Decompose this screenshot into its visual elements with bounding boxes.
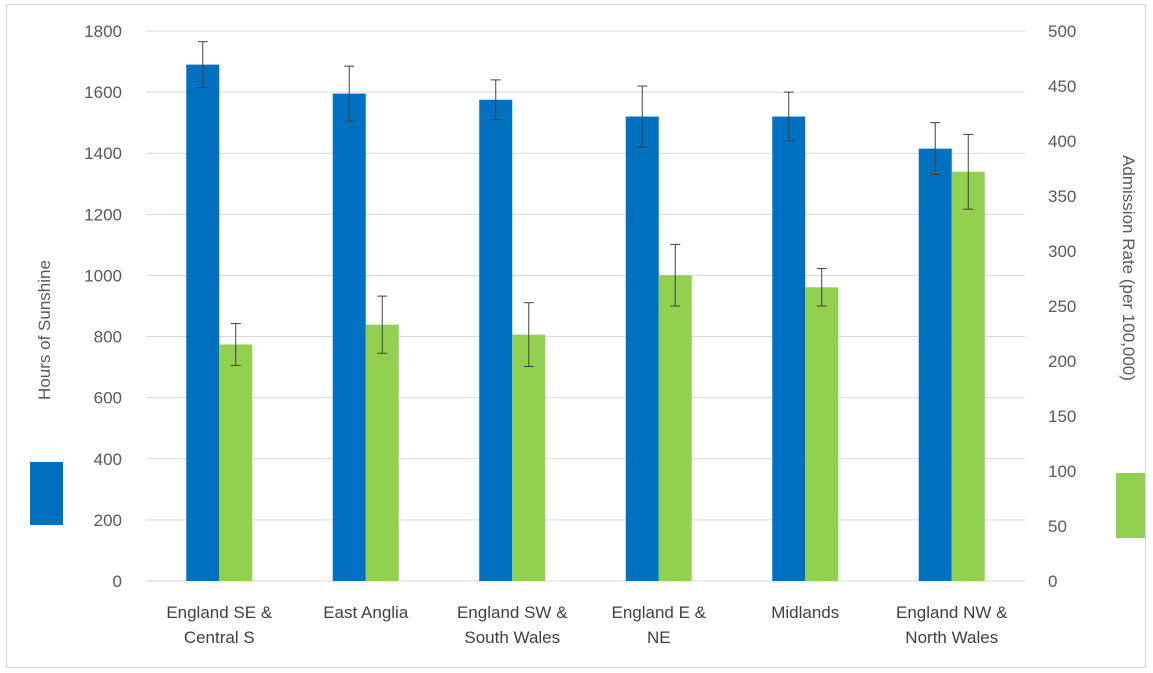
bar xyxy=(625,116,659,582)
y-right-axis-title: Admission Rate (per 100,000) xyxy=(1119,155,1138,381)
bar xyxy=(365,324,399,581)
x-category-label: Midlands xyxy=(771,603,839,622)
y-right-tick-label: 350 xyxy=(1048,187,1076,206)
bar xyxy=(658,275,692,581)
y-left-tick-label: 200 xyxy=(94,511,122,530)
bar xyxy=(772,116,806,582)
x-category-label: East Anglia xyxy=(323,603,409,622)
y-right-ticks: 0 50 100 150 200 250 300 350 400 450 500 xyxy=(1048,22,1076,591)
y-left-tick-label: 1600 xyxy=(84,83,122,102)
y-right-tick-label: 500 xyxy=(1048,22,1076,41)
bar xyxy=(951,171,985,582)
y-left-tick-label: 600 xyxy=(94,389,122,408)
y-left-ticks: 0 200 400 600 800 1000 1200 1400 1600 1800 xyxy=(84,22,122,591)
x-category-label: England E & NE xyxy=(611,603,706,647)
bar xyxy=(332,93,366,581)
y-right-tick-label: 400 xyxy=(1048,132,1076,151)
y-right-tick-label: 450 xyxy=(1048,77,1076,96)
y-left-tick-label: 1800 xyxy=(84,22,122,41)
y-right-tick-label: 200 xyxy=(1048,352,1076,371)
bars xyxy=(186,64,985,582)
y-right-tick-label: 150 xyxy=(1048,407,1076,426)
bar xyxy=(479,99,513,581)
bar xyxy=(186,64,220,582)
x-category-label: England NW & North Wales xyxy=(896,603,1008,647)
y-left-axis-title: Hours of Sunshine xyxy=(35,260,54,400)
x-category-label: England SE & Central S xyxy=(166,603,273,647)
y-right-tick-label: 0 xyxy=(1048,572,1057,591)
y-right-tick-label: 250 xyxy=(1048,297,1076,316)
gridlines xyxy=(146,30,1025,582)
y-right-tick-label: 300 xyxy=(1048,242,1076,261)
y-left-tick-label: 1200 xyxy=(84,205,122,224)
legend-swatch-left xyxy=(30,462,63,525)
bar xyxy=(918,148,952,581)
x-categories: England SE & Central S East Anglia England … xyxy=(166,603,1008,647)
bar xyxy=(512,334,546,581)
error-bars xyxy=(197,41,974,367)
y-left-tick-label: 400 xyxy=(94,450,122,469)
y-left-tick-label: 1400 xyxy=(84,144,122,163)
y-right-tick-label: 100 xyxy=(1048,462,1076,481)
bar xyxy=(219,344,253,581)
x-category-label: England SW & South Wales xyxy=(457,603,568,647)
y-left-tick-label: 1000 xyxy=(84,266,122,285)
legend-swatch-right xyxy=(1116,473,1145,538)
bar xyxy=(805,287,839,581)
y-left-tick-label: 0 xyxy=(113,572,122,591)
y-right-tick-label: 50 xyxy=(1048,517,1067,536)
y-left-tick-label: 800 xyxy=(94,328,122,347)
